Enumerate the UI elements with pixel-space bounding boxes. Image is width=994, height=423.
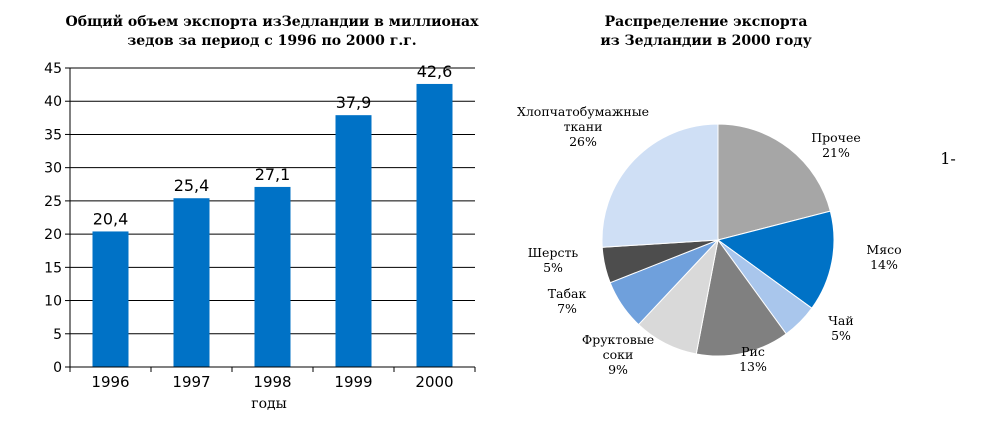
- pie-slice-label: Мясо: [866, 242, 901, 257]
- y-tick-label: 10: [44, 294, 62, 310]
- pie-slice-label: Фруктовые: [582, 332, 654, 347]
- x-tick-label: 1998: [253, 373, 291, 391]
- x-tick-label: 1997: [172, 373, 210, 391]
- pie-chart: Распределение экспорта из Зедландии в 20…: [517, 14, 902, 377]
- x-tick-label: 2000: [415, 373, 453, 391]
- bar-value-label: 42,6: [417, 62, 453, 81]
- bar-chart-x-axis-label: годы: [251, 396, 287, 412]
- y-tick-label: 25: [44, 194, 62, 210]
- bar-1997: [173, 198, 210, 367]
- pie-slice-4: [695, 238, 787, 357]
- pie-chart-title-line-1: Распределение экспорта: [605, 14, 808, 30]
- bar-value-label: 37,9: [336, 93, 372, 112]
- bar-chart-x-ticks: 1996 1997 1998 1999 2000: [69, 367, 476, 391]
- pie-slice-percent: 7%: [557, 301, 577, 316]
- pie-slice-label: Прочее: [811, 130, 861, 145]
- bar-1999: [335, 115, 372, 367]
- pie-slice-label: Рис: [741, 344, 765, 359]
- pie-chart-title-line-2: из Зедландии в 2000 году: [600, 33, 811, 49]
- pie-slice-label: соки: [603, 347, 634, 362]
- pie-chart-labels: Прочее21%Мясо14%Чай5%Рис13%Фруктовыесоки…: [517, 104, 902, 377]
- bar-1998: [254, 186, 291, 367]
- side-note: 1-: [940, 149, 956, 168]
- bar-chart-title-line-2: зедов за период с 1996 по 2000 г.г.: [127, 33, 416, 49]
- y-tick-label: 15: [44, 260, 62, 276]
- x-tick-label: 1999: [334, 373, 372, 391]
- bar-chart: Общий объем экспорта изЗедландии в милли…: [44, 13, 479, 412]
- y-tick-label: 40: [44, 94, 62, 110]
- pie-slice-percent: 14%: [870, 257, 898, 272]
- bar-1996: [92, 231, 129, 367]
- pie-slice-percent: 5%: [543, 260, 563, 275]
- bar-value-label: 27,1: [255, 165, 291, 184]
- pie-slice-1: [717, 123, 831, 241]
- pie-slice-label: Чай: [828, 313, 853, 328]
- pie-slice-label: ткани: [564, 119, 603, 134]
- x-tick-label: 1996: [91, 373, 129, 391]
- pie-slice-percent: 9%: [608, 362, 628, 377]
- bar-value-label: 25,4: [174, 176, 210, 195]
- pie-slice-label: Табак: [548, 286, 587, 301]
- y-tick-label: 45: [44, 61, 62, 77]
- bar-chart-bars: [92, 83, 453, 368]
- bar-chart-title-line-1: Общий объем экспорта изЗедландии в милли…: [66, 13, 480, 30]
- pie-slice-8: [601, 123, 719, 248]
- pie-slice-percent: 26%: [569, 134, 597, 149]
- bar-2000: [416, 83, 453, 368]
- y-tick-label: 20: [44, 227, 62, 243]
- pie-slice-percent: 21%: [822, 145, 850, 160]
- y-tick-label: 35: [44, 127, 62, 143]
- pie-slice-label: Хлопчатобумажные: [517, 104, 649, 119]
- y-tick-label: 5: [53, 327, 62, 343]
- pie-chart-slices: [601, 123, 835, 357]
- y-tick-label: 0: [53, 360, 62, 376]
- bar-chart-value-labels: 20,4 25,4 27,1 37,9 42,6: [93, 62, 453, 229]
- pie-slice-2: [716, 210, 835, 309]
- pie-slice-percent: 13%: [739, 359, 767, 374]
- bar-chart-y-ticks: 0 5 10 15 20 25 30 35 40 45: [44, 61, 70, 376]
- y-tick-label: 30: [44, 161, 62, 177]
- bar-value-label: 20,4: [93, 209, 129, 228]
- pie-slice-percent: 5%: [831, 328, 851, 343]
- pie-slice-label: Шерсть: [528, 245, 579, 260]
